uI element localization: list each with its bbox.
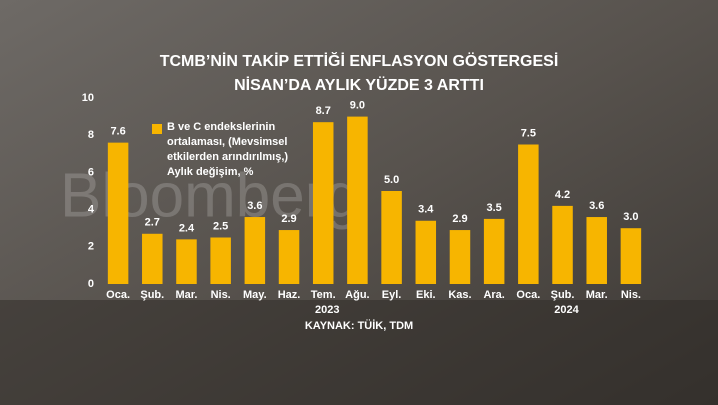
x-tick-label: Tem. <box>311 289 336 301</box>
value-label: 7.5 <box>521 127 536 139</box>
value-label: 4.2 <box>555 189 570 201</box>
value-label: 3.6 <box>247 200 262 212</box>
value-label: 3.0 <box>623 211 638 223</box>
value-label: 3.6 <box>589 200 604 212</box>
bar <box>210 237 231 284</box>
y-tick-label: 0 <box>88 278 94 290</box>
value-label: 2.5 <box>213 220 228 232</box>
y-tick-label: 10 <box>82 92 94 104</box>
year-label: 2023 <box>315 304 339 316</box>
value-label: 2.9 <box>281 213 296 225</box>
value-label: 7.6 <box>110 126 125 138</box>
x-tick-label: Eki. <box>416 289 436 301</box>
bar <box>483 218 505 284</box>
bar <box>620 228 642 284</box>
bar <box>347 116 368 284</box>
value-label: 2.7 <box>145 217 160 229</box>
value-label: 3.5 <box>487 202 502 214</box>
x-tick-label: Şub. <box>551 289 575 301</box>
bar <box>176 239 197 284</box>
x-tick-label: Mar. <box>175 289 197 301</box>
y-tick-label: 4 <box>88 204 95 216</box>
value-label: 3.4 <box>418 204 434 216</box>
chart-title: TCMB’NİN TAKİP ETTİĞİ ENFLASYON GÖSTERGE… <box>160 51 559 70</box>
y-tick-label: 8 <box>88 129 94 141</box>
x-tick-label: Nis. <box>621 289 641 301</box>
y-tick-label: 2 <box>88 241 94 253</box>
bar <box>415 220 437 284</box>
chart-title: NİSAN’DA AYLIK YÜZDE 3 ARTTI <box>234 75 484 94</box>
bar <box>449 230 471 284</box>
x-tick-label: Ara. <box>483 289 504 301</box>
value-label: 8.7 <box>316 105 331 117</box>
bar <box>586 217 607 284</box>
x-tick-label: Oca. <box>106 289 130 301</box>
value-label: 2.9 <box>452 213 467 225</box>
x-tick-label: Mar. <box>586 289 608 301</box>
x-tick-label: Şub. <box>140 289 164 301</box>
bar <box>518 144 539 284</box>
x-tick-label: Nis. <box>211 289 231 301</box>
bar <box>278 230 300 284</box>
x-tick-label: Oca. <box>516 289 540 301</box>
bar <box>244 217 266 284</box>
legend: B ve C endekslerinin ortalaması, (Mevsim… <box>152 120 302 180</box>
x-tick-label: Eyl. <box>382 289 402 301</box>
legend-label: B ve C endekslerinin ortalaması, (Mevsim… <box>167 121 289 178</box>
bar <box>552 205 573 284</box>
x-tick-label: Ağu. <box>345 289 369 301</box>
bar <box>142 233 163 284</box>
x-tick-label: Haz. <box>278 289 301 301</box>
y-tick-label: 6 <box>88 166 94 178</box>
source: KAYNAK: TÜİK, TDM <box>305 319 413 332</box>
x-tick-label: May. <box>243 289 267 301</box>
value-label: 2.4 <box>179 222 195 234</box>
year-label: 2024 <box>554 304 579 316</box>
legend-swatch <box>152 124 162 134</box>
bar <box>381 191 402 284</box>
bar <box>107 142 129 284</box>
background-shade <box>0 300 718 405</box>
x-tick-label: Kas. <box>448 289 471 301</box>
value-label: 5.0 <box>384 174 399 186</box>
value-label: 9.0 <box>350 100 365 112</box>
bar <box>312 122 334 285</box>
